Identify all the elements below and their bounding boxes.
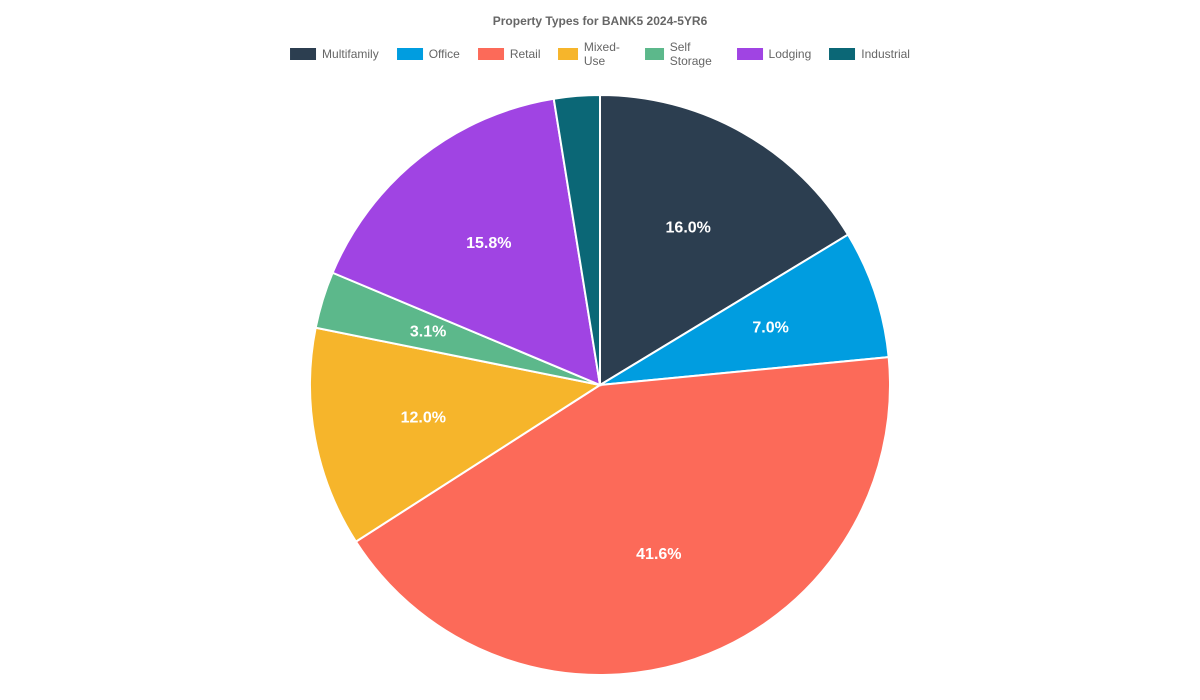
legend-swatch	[737, 48, 763, 60]
slice-label: 16.0%	[666, 220, 711, 237]
slice-label: 15.8%	[466, 235, 511, 252]
legend-label: Multifamily	[322, 47, 379, 61]
legend-label: Office	[429, 47, 460, 61]
legend: Multifamily Office Retail Mixed-Use Self Sto…	[290, 40, 910, 68]
legend-swatch	[397, 48, 423, 60]
slice-label: 7.0%	[752, 320, 788, 337]
legend-label: Mixed-Use	[584, 40, 627, 68]
pie-chart: 16.0% 7.0% 41.6% 12.0% 3.1% 15.8%	[0, 70, 1200, 700]
legend-swatch	[829, 48, 855, 60]
legend-swatch	[478, 48, 504, 60]
legend-label: Industrial	[861, 47, 910, 61]
legend-label: Retail	[510, 47, 541, 61]
slice-label: 12.0%	[401, 409, 446, 426]
legend-item: Industrial	[829, 47, 910, 61]
slice-label: 3.1%	[410, 323, 446, 340]
legend-swatch	[559, 48, 578, 60]
legend-item: Retail	[478, 47, 541, 61]
chart-title: Property Types for BANK5 2024-5YR6	[493, 14, 708, 28]
legend-item: Mixed-Use	[559, 40, 627, 68]
legend-item: Office	[397, 47, 460, 61]
legend-item: Lodging	[737, 47, 812, 61]
legend-item: Self Storage	[645, 40, 719, 68]
legend-swatch	[290, 48, 316, 60]
legend-label: Self Storage	[670, 40, 719, 68]
slice-label: 41.6%	[636, 546, 681, 563]
legend-label: Lodging	[769, 47, 812, 61]
legend-item: Multifamily	[290, 47, 379, 61]
legend-swatch	[645, 48, 664, 60]
